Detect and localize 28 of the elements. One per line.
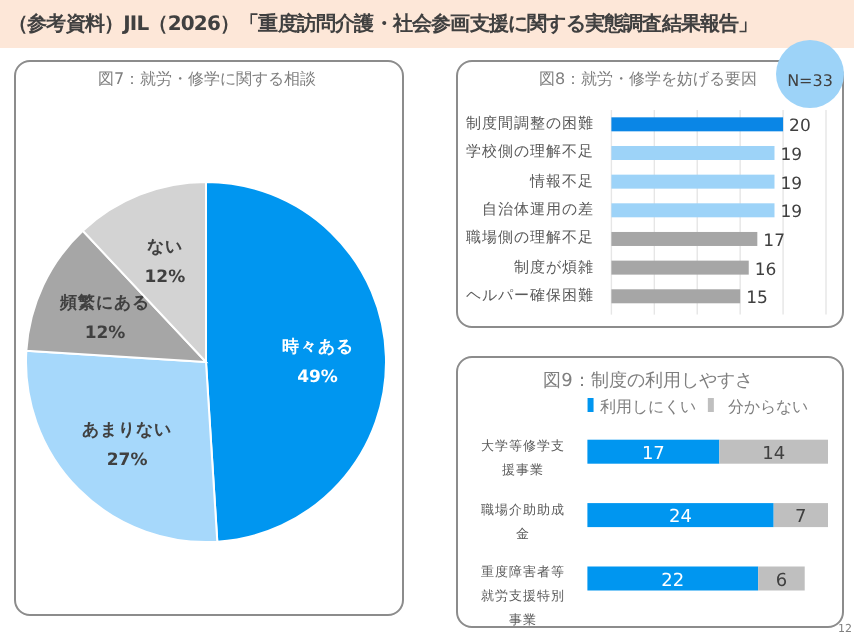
data-label: 22 xyxy=(661,571,685,592)
data-label: 49% xyxy=(297,368,339,389)
slice-label: 頻繁にある xyxy=(58,292,151,315)
data-label: 17 xyxy=(763,231,785,252)
data-label: 17 xyxy=(641,444,665,465)
chart-title: 図8：就労・修学を妨げる要因 xyxy=(538,70,758,88)
text: N=33 xyxy=(787,72,833,90)
data-label: 19 xyxy=(780,203,803,224)
slice-label: ない xyxy=(146,238,183,259)
chart-title: 図7：就労・修学に関する相談 xyxy=(95,68,319,90)
data-label: 20 xyxy=(789,117,811,138)
chart-title: 図9：制度の利用しやすさ xyxy=(541,369,755,394)
data-label: 19 xyxy=(780,145,803,166)
data-label: 14 xyxy=(762,444,786,465)
data-label: 15 xyxy=(746,289,768,310)
legend-label: 利用しにくい xyxy=(599,398,696,416)
data-label: 6 xyxy=(775,571,788,592)
legend-label: 分からない xyxy=(727,398,808,416)
data-label: 27% xyxy=(106,450,149,471)
data-label: 16 xyxy=(754,260,777,281)
data-label: 7 xyxy=(795,508,807,529)
data-label: 12% xyxy=(84,324,127,345)
data-label: 12% xyxy=(144,268,187,289)
data-label: 19 xyxy=(780,174,803,195)
text: （参考資料）JIL（2026）「重度訪問介護・社会参画支援に関する実態調査結果報告」 xyxy=(8,10,758,38)
slice-label: あまりない xyxy=(82,420,173,441)
slice-label: 時々ある xyxy=(281,336,354,359)
data-label: 24 xyxy=(669,508,693,529)
